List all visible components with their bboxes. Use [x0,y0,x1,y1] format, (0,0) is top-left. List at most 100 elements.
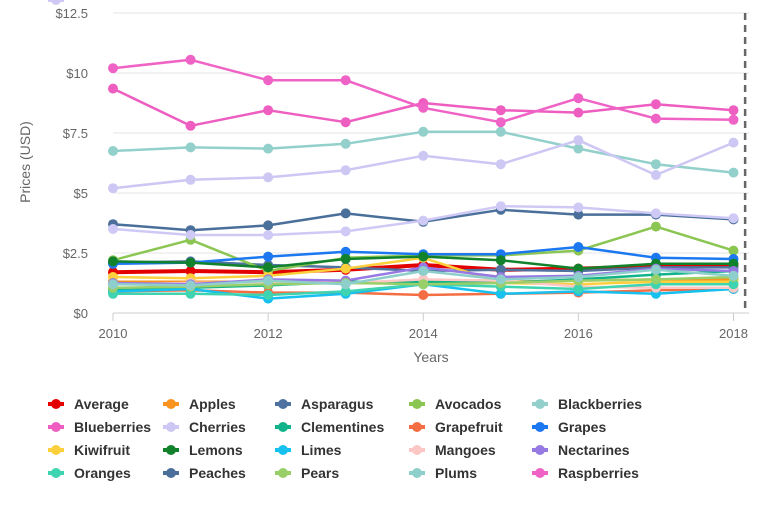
legend-label: Pears [301,465,339,481]
data-point-oranges [263,290,274,300]
data-point-lemons [340,254,351,264]
legend-marker [412,422,422,432]
legend-item-lemons[interactable]: Lemons [163,442,243,458]
legend-marker [412,445,422,455]
legend-item-cherries[interactable]: Cherries [163,419,246,435]
data-point-cherries [185,174,196,185]
legend-item-avocados[interactable]: Avocados [409,396,502,412]
y-tick-label: $7.5 [63,126,88,141]
legend-label: Kiwifruit [74,442,130,458]
data-point-blackberries [340,138,351,149]
data-point-plums [263,275,274,286]
legend-marker [412,468,422,478]
data-point-kiwifruit [340,263,351,274]
data-point-strawberries [418,215,429,226]
legend-item-limes[interactable]: Limes [275,442,342,458]
data-point-plums [340,279,351,290]
legend-marker [535,445,545,455]
legend-item-plums[interactable]: Plums [409,465,477,481]
data-point-cherries [728,137,739,148]
data-point-raspberries [340,75,351,86]
data-point-lemons [728,258,739,269]
data-point-raspberries [418,102,429,113]
data-point-lemons [418,251,429,262]
legend-item-oranges[interactable]: Oranges [48,465,131,481]
data-point-raspberries [495,117,506,128]
legend-label: Cherries [189,419,246,435]
legend-item-grapefruit[interactable]: Grapefruit [409,419,503,435]
data-point-cherries [650,170,661,180]
data-point-plums [185,280,196,291]
data-point-plums [495,274,506,285]
legend-label: Grapefruit [435,419,503,435]
legend-item-mangoes[interactable]: Mangoes [409,442,496,458]
legend-label: Limes [301,442,342,458]
legend-item-peaches[interactable]: Peaches [163,465,246,481]
y-tick-label: $2.5 [63,246,88,261]
legend-label: Raspberries [558,465,639,481]
data-point-raspberries [108,63,118,74]
legend-item-raspberries[interactable]: Raspberries [532,465,639,481]
series-strawberries [108,201,739,240]
legend-marker [166,399,176,409]
legend-item-clementines[interactable]: Clementines [275,419,384,435]
series-group [108,54,739,304]
legend-label: Apples [189,396,236,412]
legend-item-average[interactable]: Average [48,396,129,412]
data-point-blueberries [573,107,584,118]
data-point-oranges [340,286,351,297]
data-point-blueberries [185,120,196,131]
series-blackberries [108,126,739,178]
data-point-plums [650,264,661,275]
data-point-blackberries [573,143,584,154]
y-tick-label: $10 [66,66,88,81]
data-point-plums [573,272,584,282]
data-point-raspberries [185,54,196,65]
x-tick-label: 2016 [564,326,593,341]
data-point-blueberries [728,105,739,116]
legend-item-grapes[interactable]: Grapes [532,419,606,435]
data-point-peaches [263,220,274,231]
legend-item-kiwifruit[interactable]: Kiwifruit [48,442,130,458]
legend-label: Oranges [74,465,131,481]
legend-item-asparagus[interactable]: Asparagus [275,396,374,412]
legend-item-blackberries[interactable]: Blackberries [532,396,642,412]
legend-item-blueberries[interactable]: Blueberries [48,419,151,435]
data-point-peaches [340,208,351,219]
legend[interactable]: Average Apples Asparagus Avocados Blackberri… [48,0,642,481]
data-point-grapes [340,246,351,257]
legend-label: Average [74,396,129,412]
data-point-limes [495,288,506,299]
data-point-blackberries [108,146,118,156]
legend-item-nectarines[interactable]: Nectarines [532,442,630,458]
data-point-blueberries [263,105,274,116]
legend-item-pears[interactable]: Pears [275,465,339,481]
y-tick-label: $5 [74,186,88,201]
legend-label: Nectarines [558,442,630,458]
data-point-asparagus [495,264,506,275]
data-point-raspberries [573,93,584,104]
data-point-oranges [185,288,196,299]
legend-label: Clementines [301,419,384,435]
data-point-strawberries [185,230,196,240]
legend-label: Avocados [435,396,502,412]
y-axis-title: Prices (USD) [17,121,33,203]
legend-item-strawberries[interactable]: Strawberries [48,0,159,5]
legend-marker [51,422,61,432]
legend-marker [535,399,545,409]
data-point-oranges [728,279,739,290]
data-point-cherries [573,135,584,146]
y-tick-label: $12.5 [55,6,88,21]
legend-item-apples[interactable]: Apples [163,396,236,412]
data-point-blueberries [650,99,661,110]
data-point-raspberries [728,114,739,125]
data-point-strawberries [263,230,274,240]
legend-marker [51,445,61,455]
legend-marker [51,0,61,5]
data-point-blackberries [650,159,661,170]
legend-marker [278,399,288,409]
legend-marker [166,468,176,478]
legend-marker [51,468,61,478]
y-tick-label: $0 [74,306,88,321]
